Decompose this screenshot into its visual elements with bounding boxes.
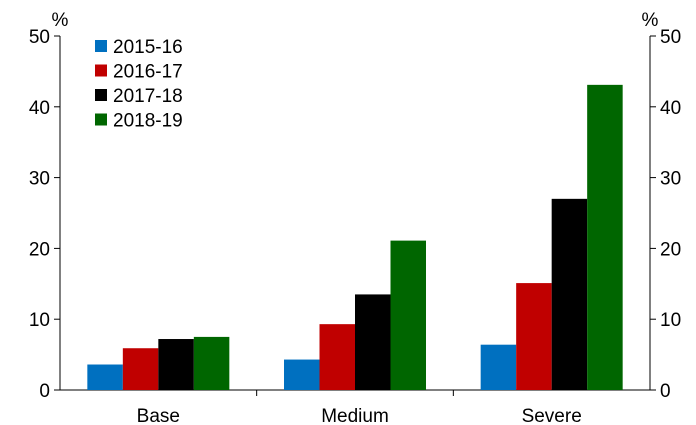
legend-label-2016-17: 2016-17 (113, 62, 183, 83)
bar-2016-17-base (122, 348, 159, 390)
left-y-tick-label: 10 (29, 310, 50, 331)
right-y-tick-label: 20 (660, 239, 681, 260)
right-y-tick-label: 30 (660, 169, 681, 190)
x-category-label: Base (137, 406, 180, 425)
left-y-tick-label: 30 (29, 169, 50, 190)
left-unit-label: % (52, 10, 69, 31)
bar-2016-17-severe (516, 283, 552, 390)
bar-2018-19-base (193, 336, 230, 390)
legend-swatch-2018-19 (95, 113, 107, 126)
right-y-tick-label: 0 (660, 381, 671, 402)
left-y-tick-label: 0 (39, 381, 50, 402)
legend-label-2015-16: 2015-16 (113, 37, 183, 58)
bar-2015-16-severe (480, 344, 517, 390)
legend-swatch-2015-16 (95, 40, 107, 52)
bar-2018-19-severe (587, 84, 623, 391)
left-y-tick-label: 50 (29, 27, 50, 48)
bar-2017-18-medium (355, 294, 391, 390)
legend-label-2017-18: 2017-18 (113, 86, 183, 107)
x-category-label: Severe (522, 406, 582, 425)
right-unit-label: % (642, 10, 659, 31)
right-y-tick-label: 40 (660, 98, 681, 119)
legend-label-2018-19: 2018-19 (113, 111, 183, 132)
bar-2018-19-medium (390, 240, 426, 390)
bar-2017-18-base (158, 339, 194, 390)
legend-swatch-2017-18 (95, 89, 107, 101)
legend-swatch-2016-17 (95, 64, 107, 77)
bar-2017-18-severe (551, 198, 588, 390)
legend: 2015-16 2016-17 2017-18 2018-19 (95, 37, 183, 132)
left-y-tick-label: 20 (29, 239, 50, 260)
bar-2015-16-medium (284, 359, 320, 390)
bars (87, 84, 623, 391)
right-y-tick-label: 10 (660, 310, 681, 331)
bar-2015-16-base (87, 364, 123, 390)
x-category-label: Medium (321, 406, 389, 425)
right-y-tick-label: 50 (660, 27, 681, 48)
bar-2016-17-medium (319, 324, 355, 390)
left-y-tick-label: 40 (29, 98, 50, 119)
tick-labels: 0 0 10 10 20 20 30 30 40 40 50 50 Base Medium Severe (29, 27, 681, 425)
